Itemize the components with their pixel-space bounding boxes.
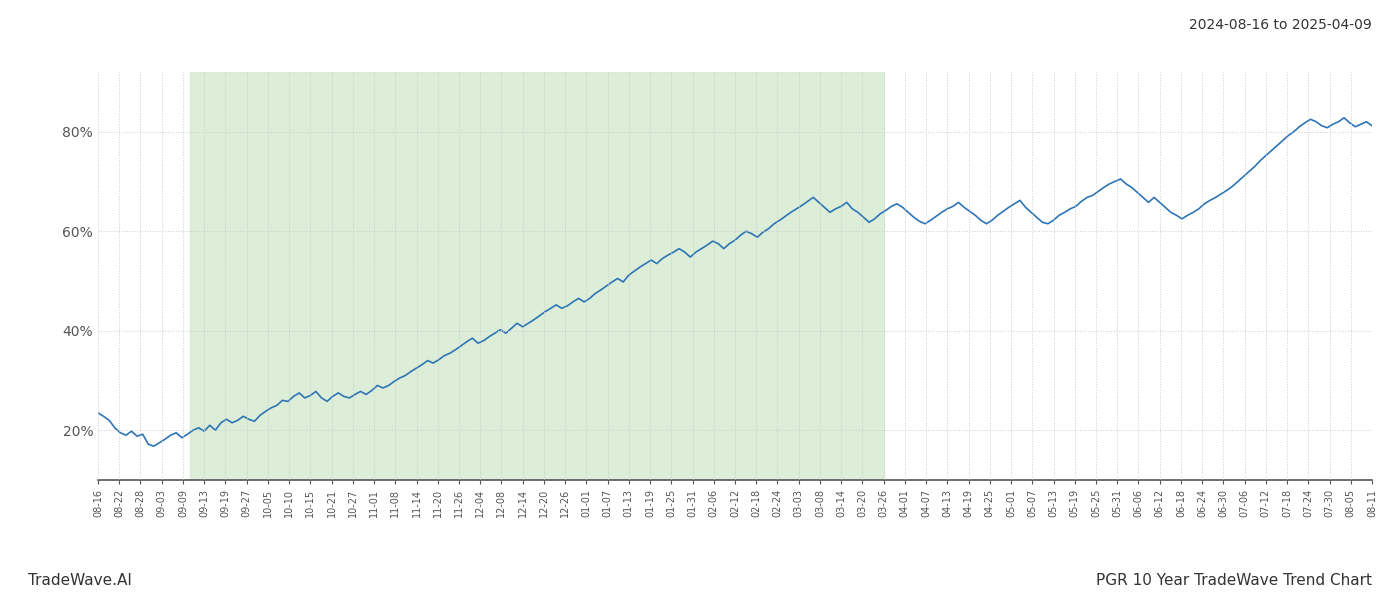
Text: 2024-08-16 to 2025-04-09: 2024-08-16 to 2025-04-09 <box>1189 18 1372 32</box>
Bar <box>190 72 883 480</box>
Text: TradeWave.AI: TradeWave.AI <box>28 573 132 588</box>
Text: PGR 10 Year TradeWave Trend Chart: PGR 10 Year TradeWave Trend Chart <box>1096 573 1372 588</box>
